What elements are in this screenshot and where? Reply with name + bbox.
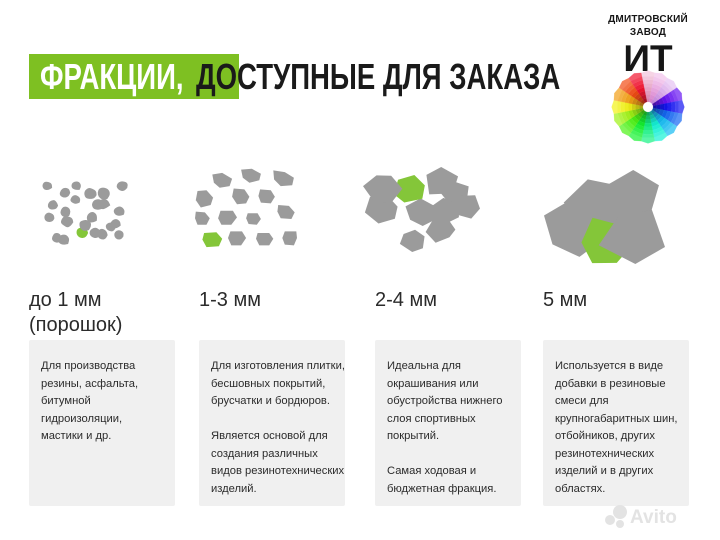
svg-text:Avito: Avito: [630, 507, 677, 528]
